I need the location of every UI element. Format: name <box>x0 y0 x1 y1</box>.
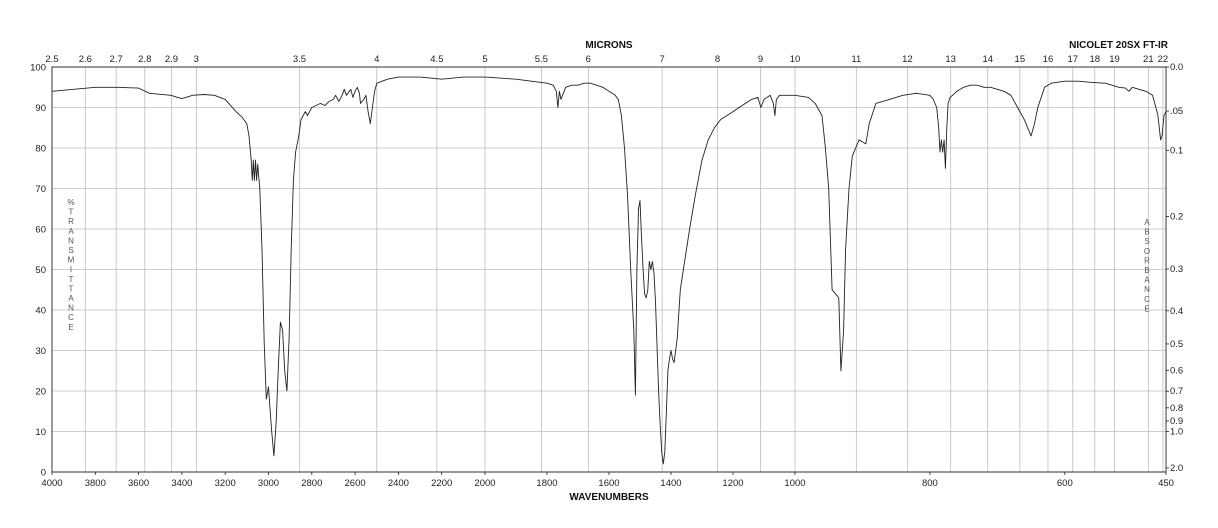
abs-tick-label: 0.2 <box>1170 211 1183 222</box>
micron-tick-label: 19 <box>1109 54 1120 65</box>
abs-tick-label: 0.8 <box>1170 403 1183 414</box>
x-tick-label: 1200 <box>722 478 743 489</box>
y-tick-label: 20 <box>35 387 46 398</box>
y-tick-label: 30 <box>35 346 46 357</box>
abs-tick-label: 0.0 <box>1170 62 1183 73</box>
y-tick-labels: 0 10 20 30 40 50 60 70 80 90 100 <box>30 63 46 479</box>
abs-tick-label: 0.5 <box>1170 339 1183 350</box>
micron-tick-label: 12 <box>902 54 913 65</box>
abs-tick-label: 1.0 <box>1170 427 1183 438</box>
y-tick-label: 10 <box>35 427 46 438</box>
micron-tick-label: 11 <box>851 54 861 65</box>
abs-tick-label: 0.7 <box>1170 386 1183 397</box>
micron-tick-label: 9 <box>758 54 763 65</box>
micron-tick-label: 4.5 <box>430 54 443 65</box>
x-tick-label: 800 <box>922 478 938 489</box>
micron-tick-label: 5.5 <box>535 54 548 65</box>
x-tick-labels: 4000 3800 3600 3400 3200 3000 2800 2600 2400 2200… <box>41 472 1174 489</box>
horizontal-gridlines <box>52 66 1166 473</box>
x-tick-label: 2600 <box>345 478 366 489</box>
x-tick-label: 2400 <box>388 478 409 489</box>
micron-tick-label: 22 <box>1158 54 1169 65</box>
micron-tick-label: 2.6 <box>79 54 92 65</box>
y-tick-label: 60 <box>35 225 46 236</box>
y-tick-label: 0 <box>41 468 46 479</box>
x-tick-label: 2200 <box>431 478 452 489</box>
y-tick-label: 100 <box>30 63 46 74</box>
micron-tick-label: 14 <box>982 54 993 65</box>
y-axis-title-left: % T R A N S M I T T A N C E <box>67 198 74 332</box>
micron-tick-label: 10 <box>790 54 801 65</box>
x-tick-label: 3800 <box>85 478 106 489</box>
abs-tick-label: 0.1 <box>1170 145 1183 156</box>
x-tick-label: 2800 <box>301 478 322 489</box>
micron-tick-label: 17 <box>1067 54 1078 65</box>
micron-tick-label: 2.9 <box>165 54 178 65</box>
micron-tick-label: 3 <box>194 54 199 65</box>
micron-tick-label: 7 <box>659 54 664 65</box>
micron-ticks: 2.5 2.6 2.7 2.8 2.9 3 3.5 4 4.5 5 5.5 6 7 8 9 10 11 12 13 1… <box>45 54 1168 65</box>
x-tick-label: 1400 <box>660 478 681 489</box>
x-tick-label: 3200 <box>215 478 236 489</box>
abs-tick-label: 0.9 <box>1170 416 1183 427</box>
x-tick-label: 1800 <box>536 478 557 489</box>
x-tick-label: 4000 <box>41 478 62 489</box>
micron-tick-label: 2.5 <box>45 54 58 65</box>
micron-tick-label: 5 <box>482 54 487 65</box>
micron-tick-label: 8 <box>715 54 720 65</box>
micron-tick-label: 18 <box>1090 54 1101 65</box>
y-tick-label: 70 <box>35 184 46 195</box>
y-tick-label: 80 <box>35 144 46 155</box>
micron-tick-label: 15 <box>1015 54 1026 65</box>
series-line <box>51 76 1167 465</box>
x-tick-label: 1000 <box>784 478 805 489</box>
plot-frame <box>51 66 1167 473</box>
abs-tick-label: .05 <box>1170 106 1183 117</box>
x-tick-label: 600 <box>1057 478 1073 489</box>
absorbance-ticks: 0.0 .05 0.1 0.2 0.3 0.4 0.5 0.6 0.7 0.8 0.91.0 2.0 <box>1166 62 1183 474</box>
micron-tick-label: 6 <box>586 54 591 65</box>
micron-tick-label: 21 <box>1143 54 1154 65</box>
x-tick-label: 450 <box>1158 478 1174 489</box>
top-axis-title: MICRONS <box>585 40 633 51</box>
x-tick-label: 3400 <box>171 478 192 489</box>
x-axis-title: WAVENUMBERS <box>569 492 649 503</box>
micron-tick-label: 13 <box>945 54 956 65</box>
x-tick-label: 2000 <box>474 478 495 489</box>
abs-tick-label: 0.4 <box>1170 306 1183 317</box>
x-tick-label: 1600 <box>598 478 619 489</box>
abs-tick-label: 0.3 <box>1170 264 1183 275</box>
y-tick-label: 40 <box>35 306 46 317</box>
y-tick-label: 50 <box>35 265 46 276</box>
abs-tick-label: 0.6 <box>1170 365 1183 376</box>
instrument-label: NICOLET 20SX FT-IR <box>1069 40 1169 51</box>
micron-tick-label: 3.5 <box>293 54 306 65</box>
micron-tick-label: 16 <box>1043 54 1054 65</box>
micron-tick-label: 2.8 <box>138 54 151 65</box>
y-tick-label: 90 <box>35 103 46 114</box>
x-tick-label: 3000 <box>258 478 279 489</box>
abs-tick-label: 2.0 <box>1170 463 1183 474</box>
micron-tick-label: 4 <box>374 54 379 65</box>
x-tick-label: 3600 <box>128 478 149 489</box>
micron-tick-label: 2.7 <box>110 54 123 65</box>
